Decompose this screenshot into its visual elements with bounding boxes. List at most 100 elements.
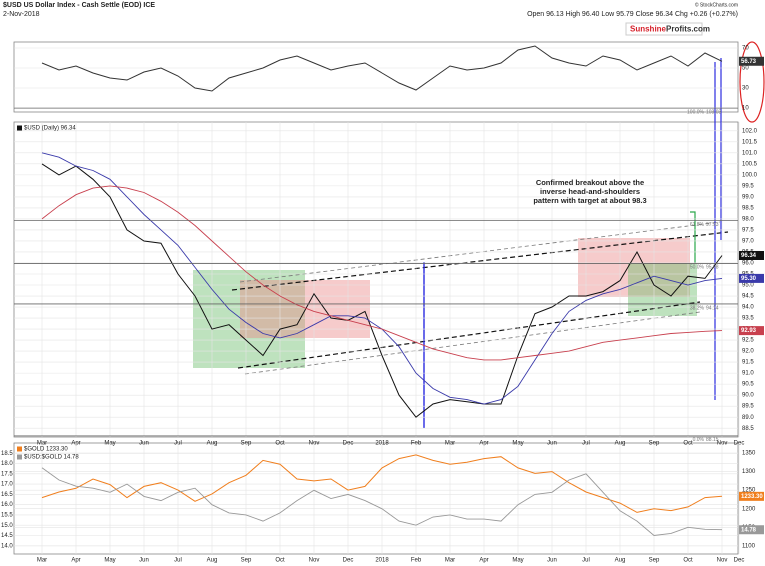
value-badge-label: 92.93 bbox=[741, 328, 757, 334]
fib-value: 88.15 bbox=[706, 437, 719, 443]
x-tick-label: Jul bbox=[174, 558, 182, 564]
fib-label: 61.8% bbox=[690, 222, 705, 228]
x-tick-label: Dec bbox=[734, 558, 745, 564]
gold-panel bbox=[13, 442, 739, 555]
x-tick-label: Jun bbox=[547, 558, 557, 564]
x-tick-label: Sep bbox=[649, 558, 660, 564]
y-tick-label: 15.0 bbox=[1, 523, 13, 529]
legend-swatch bbox=[17, 125, 22, 131]
series-line bbox=[41, 163, 723, 418]
x-tick-label: Apr bbox=[479, 558, 488, 564]
x-tick-label: Sep bbox=[649, 441, 660, 447]
x-tick-label: 2018 bbox=[375, 558, 389, 564]
zone-pink bbox=[578, 238, 690, 297]
y-tick-label: 1350 bbox=[742, 451, 756, 457]
y-tick-label: 1100 bbox=[742, 543, 756, 549]
y-tick-label: 88.5 bbox=[742, 426, 754, 432]
value-badge-label: 95.30 bbox=[741, 276, 757, 282]
y-tick-label: 1250 bbox=[742, 488, 756, 494]
value-badge-label: 96.34 bbox=[741, 253, 757, 259]
fib-value: 103.03 bbox=[706, 109, 722, 115]
y-tick-label: 100.0 bbox=[742, 172, 758, 178]
y-tick-label: 96.0 bbox=[742, 261, 754, 267]
legend-label: $USD (Daily) 96.34 bbox=[24, 126, 76, 132]
series-line bbox=[41, 185, 723, 361]
value-badge-label: 56.73 bbox=[741, 59, 757, 65]
chart-date: 2-Nov-2018 bbox=[3, 11, 40, 18]
value-badge bbox=[739, 525, 764, 535]
y-tick-label: 16.5 bbox=[1, 492, 13, 498]
annotation: Confirmed breakout above the bbox=[536, 178, 644, 187]
y-tick-label: 97.5 bbox=[742, 228, 754, 234]
legend-swatch bbox=[17, 446, 22, 452]
y-tick-label: 98.0 bbox=[742, 217, 754, 223]
target-line bbox=[690, 211, 696, 263]
series-line bbox=[41, 45, 723, 92]
x-tick-label: May bbox=[512, 558, 523, 564]
y-tick-label: 17.0 bbox=[1, 482, 13, 488]
x-tick-label: Apr bbox=[71, 558, 80, 564]
y-tick-label: 101.0 bbox=[742, 150, 758, 156]
logo: Sunshine bbox=[630, 25, 667, 34]
y-tick-label: 10 bbox=[742, 106, 749, 112]
value-badge bbox=[739, 326, 764, 336]
y-tick-label: 18.5 bbox=[1, 451, 13, 457]
x-tick-label: Dec bbox=[343, 558, 354, 564]
x-tick-label: Aug bbox=[207, 558, 218, 564]
y-tick-label: 91.5 bbox=[742, 360, 754, 366]
x-tick-label: Aug bbox=[615, 558, 626, 564]
value-badge bbox=[739, 491, 764, 501]
value-badge bbox=[739, 273, 764, 283]
y-tick-label: 1300 bbox=[742, 469, 756, 475]
x-tick-label: Oct bbox=[275, 558, 285, 564]
value-badge-label: 14.78 bbox=[741, 527, 757, 533]
y-tick-label: 99.5 bbox=[742, 183, 754, 189]
fib-value: 97.93 bbox=[706, 222, 719, 228]
y-tick-label: 50 bbox=[742, 66, 749, 72]
y-tick-label: 94.0 bbox=[742, 305, 754, 311]
y-tick-label: 17.5 bbox=[1, 471, 13, 477]
y-tick-label: 90.0 bbox=[742, 393, 754, 399]
zone-green bbox=[193, 270, 305, 368]
x-tick-label: Sep bbox=[241, 558, 252, 564]
fib-label: 100.0% bbox=[687, 109, 705, 115]
value-badge bbox=[739, 56, 764, 66]
y-tick-label: 95.0 bbox=[742, 283, 754, 289]
x-tick-label: Mar bbox=[37, 558, 47, 564]
y-tick-label: 91.0 bbox=[742, 371, 754, 377]
y-tick-label: 1200 bbox=[742, 506, 756, 512]
y-tick-label: 101.5 bbox=[742, 139, 758, 145]
x-tick-label: Jul bbox=[582, 558, 590, 564]
quote: Open 96.13 High 96.40 Low 95.79 Close 96… bbox=[527, 11, 738, 18]
source: © StockCharts.com bbox=[695, 1, 738, 8]
annotation: inverse head-and-shoulders bbox=[540, 187, 640, 196]
fib-label: 0.0% bbox=[693, 437, 705, 443]
trendline bbox=[231, 231, 729, 291]
chart-title: $USD US Dollar Index - Cash Settle (EOD)… bbox=[3, 2, 155, 9]
x-tick-label: Nov bbox=[309, 558, 320, 564]
y-tick-label: 98.5 bbox=[742, 205, 754, 211]
rsi-panel bbox=[13, 41, 739, 113]
highlight-circle bbox=[739, 41, 765, 123]
y-tick-label: 14.0 bbox=[1, 543, 13, 549]
zone-green bbox=[628, 263, 697, 316]
y-tick-label: 30 bbox=[742, 86, 749, 92]
y-tick-label: 100.5 bbox=[742, 161, 758, 167]
x-tick-label: 2018 bbox=[375, 441, 389, 447]
y-tick-label: 18.0 bbox=[1, 461, 13, 467]
trendline bbox=[237, 301, 701, 369]
x-tick-label: Mar bbox=[445, 558, 455, 564]
legend-label: $GOLD 1233.30 bbox=[24, 447, 68, 453]
x-tick-label: May bbox=[104, 558, 115, 564]
y-tick-label: 97.0 bbox=[742, 239, 754, 245]
annotation: pattern with target at about 98.3 bbox=[533, 196, 646, 205]
y-tick-label: 89.0 bbox=[742, 415, 754, 421]
x-tick-label: Feb bbox=[411, 558, 422, 564]
y-tick-label: 90.5 bbox=[742, 382, 754, 388]
logo-box bbox=[625, 22, 703, 36]
y-tick-label: 99.0 bbox=[742, 194, 754, 200]
x-tick-label: Oct bbox=[683, 558, 693, 564]
price-panel bbox=[13, 121, 739, 438]
y-tick-label: 93.5 bbox=[742, 316, 754, 322]
value-badge-label: 1233.30 bbox=[741, 494, 763, 500]
